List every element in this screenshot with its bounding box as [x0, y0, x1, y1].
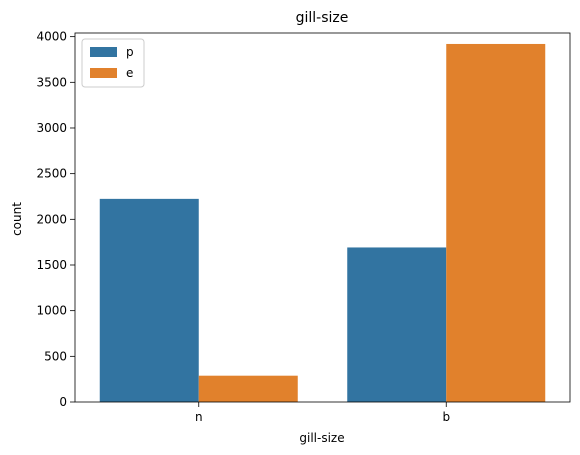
y-tick-label: 500	[44, 349, 67, 363]
bar-e-b	[446, 43, 546, 403]
x-tick-label: n	[195, 410, 203, 424]
legend-label-e: e	[126, 66, 133, 80]
y-tick-label: 3000	[36, 121, 67, 135]
y-tick-label: 4000	[36, 30, 67, 44]
bar-e-n	[198, 375, 298, 402]
chart-title: gill-size	[296, 10, 349, 26]
y-tick-label: 2500	[36, 167, 67, 181]
y-tick-label: 3500	[36, 75, 67, 89]
x-tick-label: b	[442, 410, 450, 424]
y-axis-label: count	[10, 202, 24, 236]
legend-box	[81, 38, 145, 88]
y-tick-label: 1500	[36, 258, 67, 272]
legend-swatch-p	[90, 47, 117, 57]
plot-area: n b 0 500 1000 1500 2000 2500 3000 3500 4000 pe	[36, 30, 571, 424]
plot-frame	[74, 32, 571, 403]
legend-swatch-e	[90, 68, 117, 78]
y-tick-label: 0	[59, 395, 67, 409]
y-tick-label: 1000	[36, 304, 67, 318]
bar-p-b	[347, 247, 447, 402]
y-tick-label: 2000	[36, 212, 67, 226]
x-axis-label: gill-size	[299, 431, 344, 445]
bar-p-n	[99, 198, 199, 402]
legend-label-p: p	[126, 45, 134, 59]
